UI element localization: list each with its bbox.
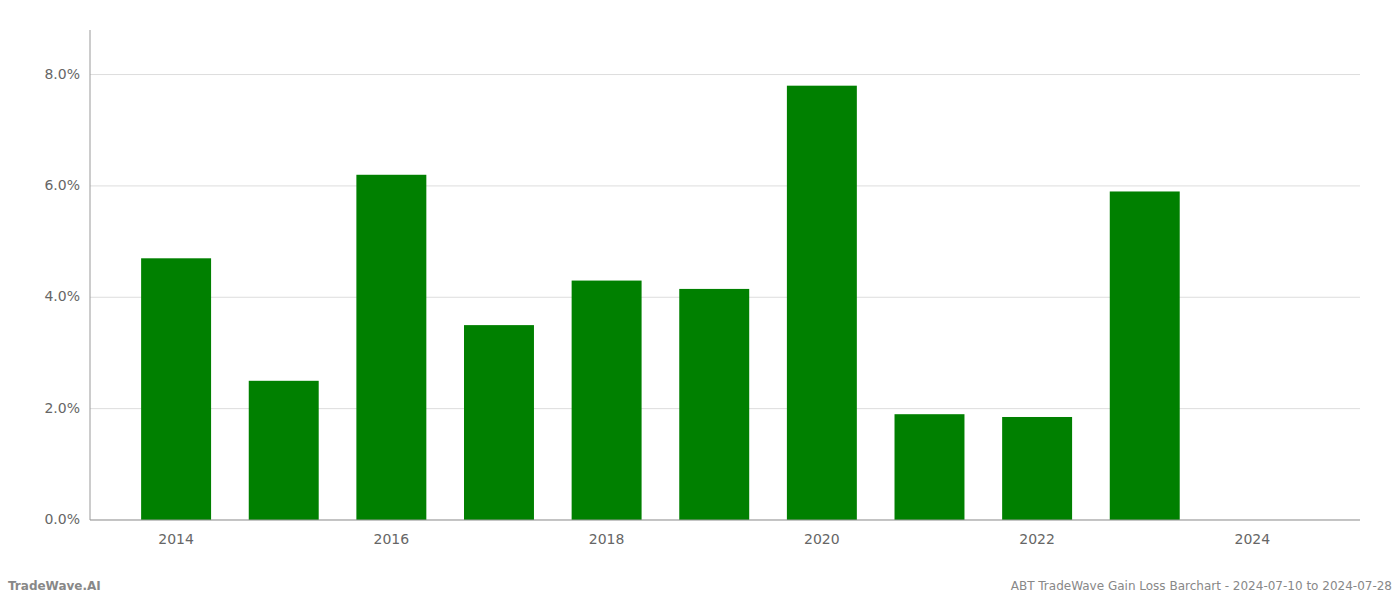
chart-container: 0.0% 2.0% 4.0% 6.0% 8.0% 2014 2016 2018 2020 2022… (0, 0, 1400, 600)
y-grid (90, 75, 1360, 520)
bar (464, 325, 534, 520)
bar (895, 414, 965, 520)
x-axis-line (90, 520, 1360, 521)
bar (679, 289, 749, 520)
y-tick-labels: 0.0% 2.0% 4.0% 6.0% 8.0% (44, 66, 80, 527)
grid-line (90, 185, 1360, 186)
chart-svg: 0.0% 2.0% 4.0% 6.0% 8.0% 2014 2016 2018 2020 2022… (0, 0, 1400, 600)
x-tick-label: 2020 (804, 531, 840, 547)
bar (249, 381, 319, 520)
y-axis-line (90, 30, 91, 520)
y-tick-label: 4.0% (44, 288, 80, 304)
x-tick-label: 2016 (374, 531, 410, 547)
x-tick-label: 2014 (158, 531, 194, 547)
bars (141, 86, 1180, 520)
bar (1110, 191, 1180, 520)
annotation: ABT TradeWave Gain Loss Barchart - 2024-… (1011, 579, 1392, 593)
bar (141, 258, 211, 520)
y-tick-label: 2.0% (44, 400, 80, 416)
y-tick-label: 6.0% (44, 177, 80, 193)
x-tick-label: 2018 (589, 531, 625, 547)
y-tick-label: 8.0% (44, 66, 80, 82)
bar (356, 175, 426, 520)
grid-line (90, 520, 1360, 521)
annotation: TradeWave.AI (8, 579, 101, 593)
bar (787, 86, 857, 520)
grid-line (90, 74, 1360, 75)
x-tick-label: 2022 (1019, 531, 1055, 547)
x-tick-labels: 2014 2016 2018 2020 2022 2024 (158, 531, 1270, 547)
x-tick-label: 2024 (1235, 531, 1271, 547)
y-tick-label: 0.0% (44, 511, 80, 527)
bar (1002, 417, 1072, 520)
bar (572, 281, 642, 520)
